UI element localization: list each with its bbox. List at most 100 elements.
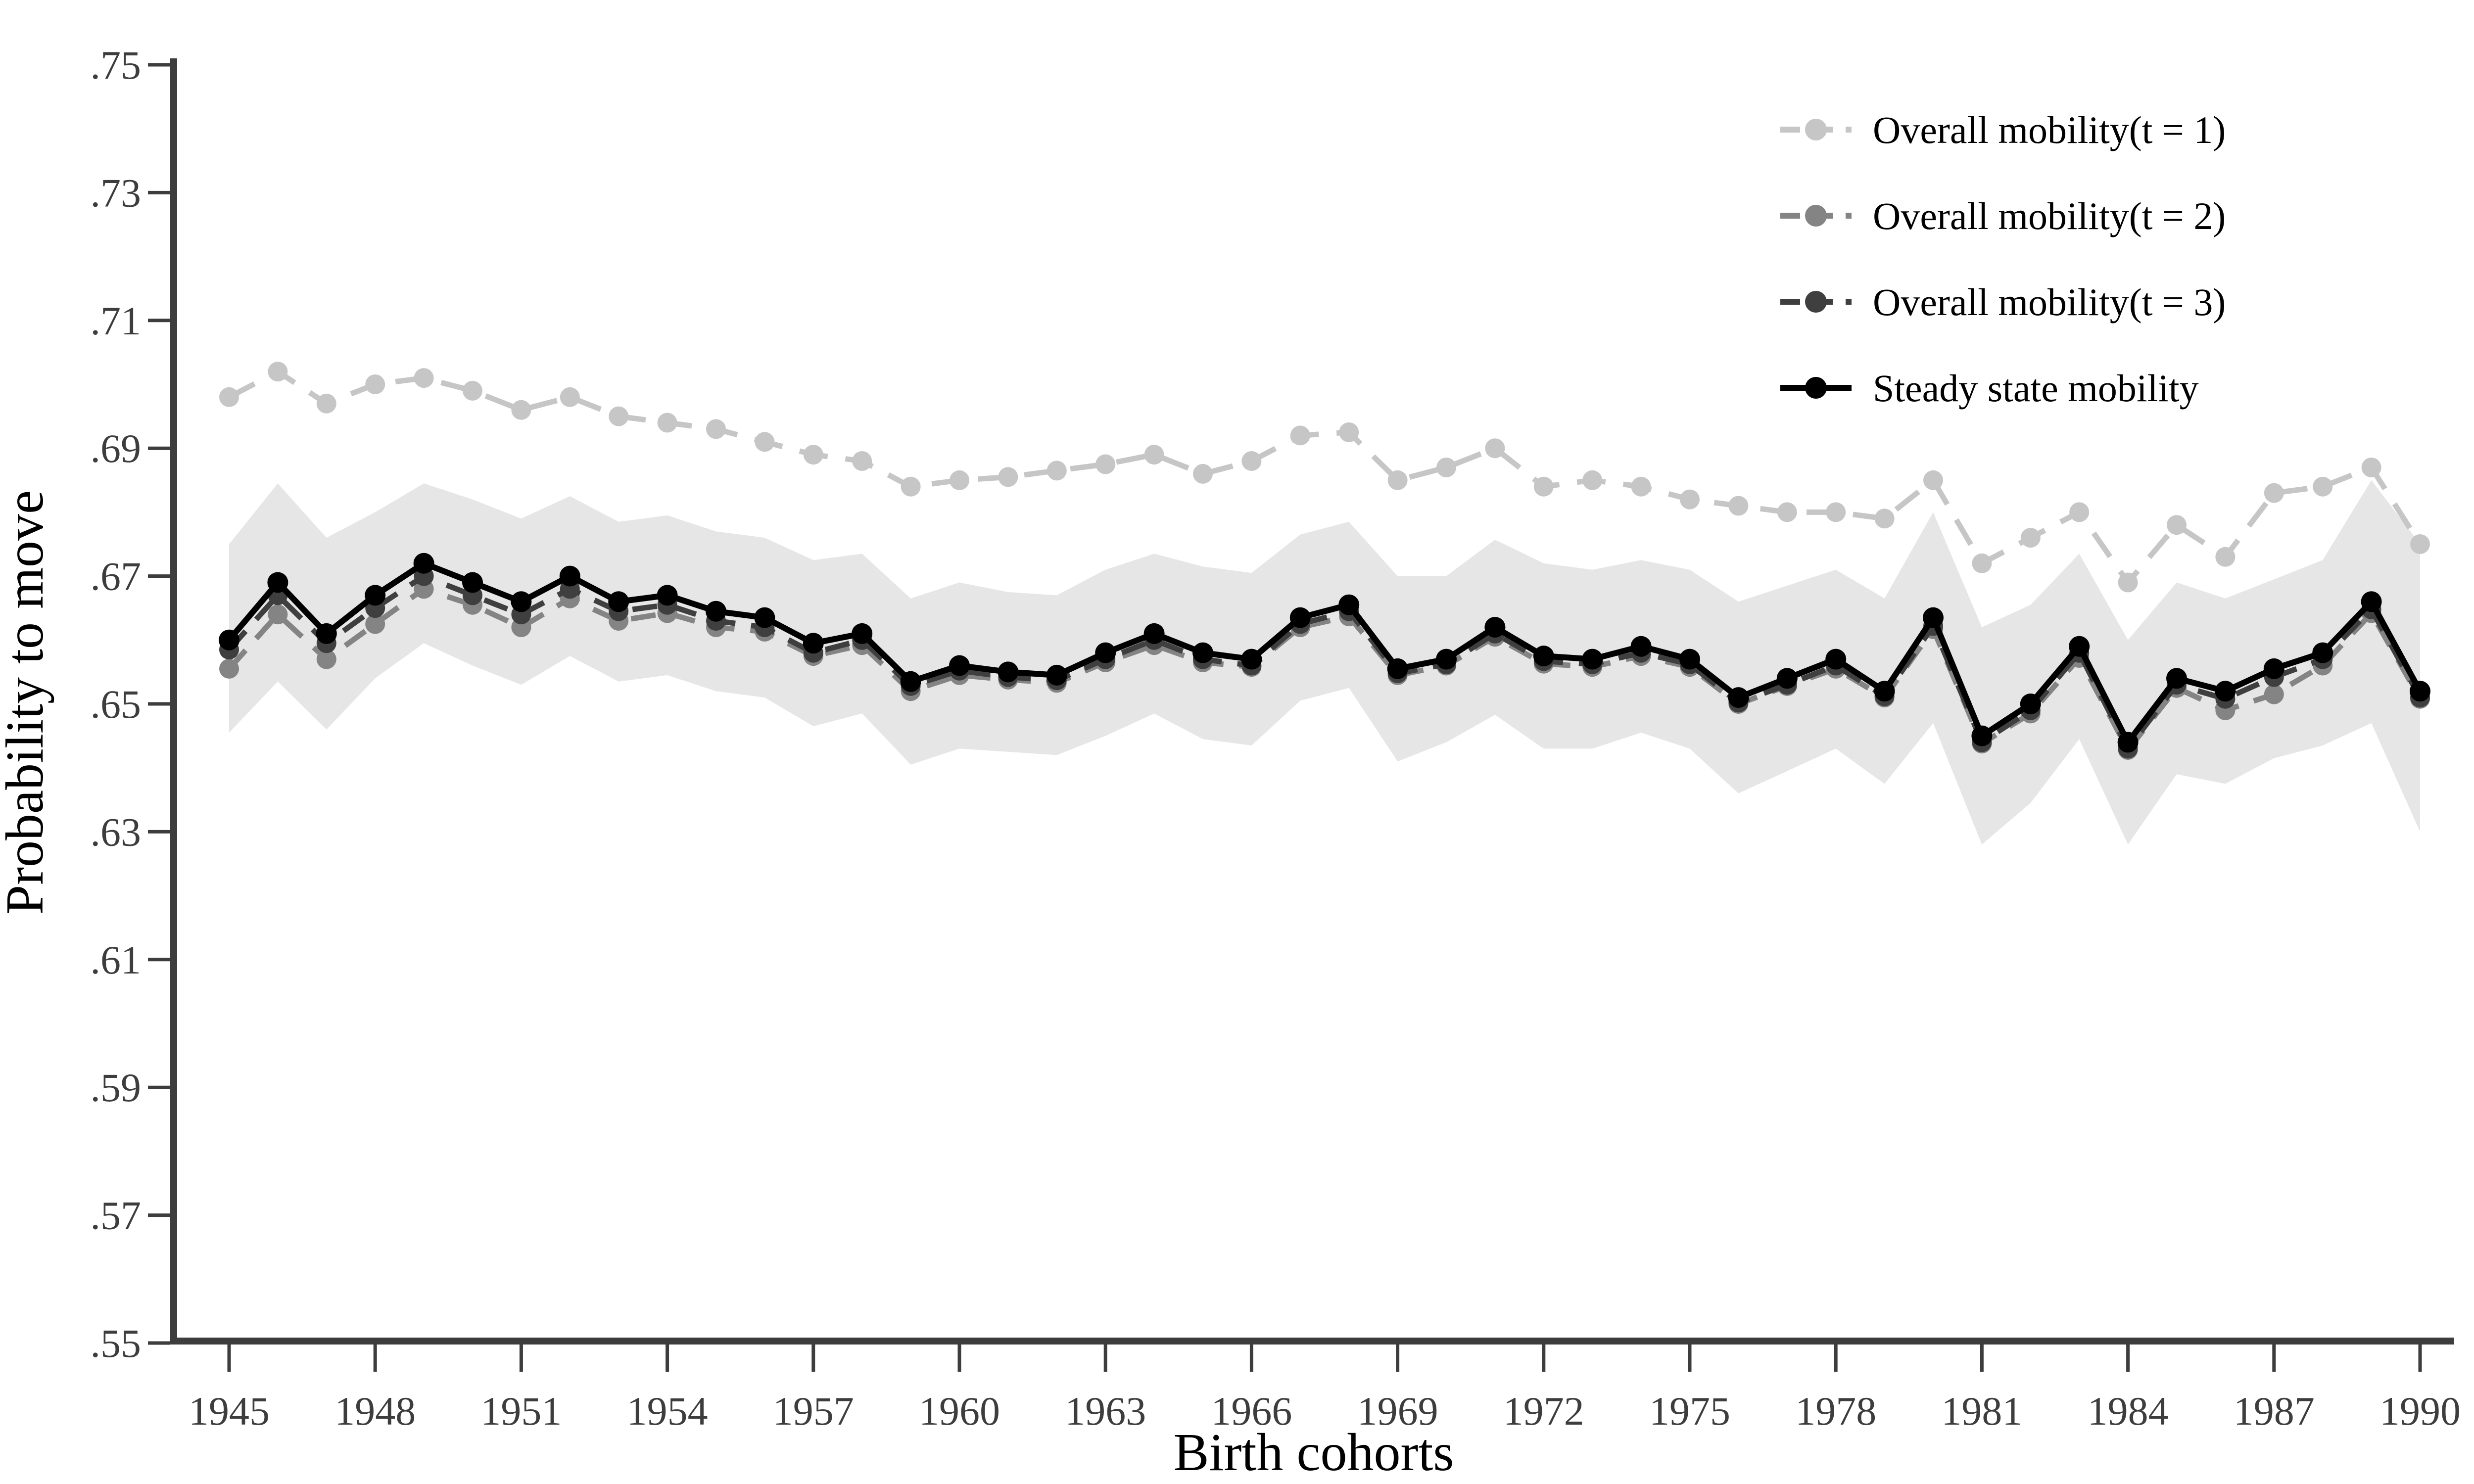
data-point <box>1290 425 1310 446</box>
x-tick-label: 1987 <box>2234 1389 2315 1434</box>
data-point <box>852 451 872 471</box>
data-point <box>365 374 385 394</box>
data-point <box>2118 572 2138 593</box>
y-tick-label: .71 <box>91 298 142 343</box>
y-tick-label: .61 <box>91 937 142 982</box>
data-point <box>1728 496 1749 516</box>
legend-marker-icon <box>1805 119 1827 140</box>
data-point <box>1192 642 1213 663</box>
data-point <box>657 585 678 606</box>
data-point <box>1874 681 1895 702</box>
x-tick-label: 1975 <box>1649 1389 1730 1434</box>
data-point <box>1679 649 1700 670</box>
data-point <box>1680 489 1700 510</box>
data-point <box>2020 694 2041 714</box>
confidence-band <box>229 480 2420 845</box>
data-point <box>1533 476 1554 497</box>
data-point <box>2167 515 2187 535</box>
data-point <box>219 658 239 679</box>
data-point <box>706 419 726 439</box>
y-tick-label: .63 <box>91 809 142 854</box>
data-point <box>1777 502 1797 522</box>
x-axis-title: Birth cohorts <box>1174 1423 1454 1482</box>
data-point <box>1289 607 1311 628</box>
data-point <box>1776 668 1798 689</box>
series-line <box>227 560 2423 748</box>
data-point <box>1533 646 1554 667</box>
y-axis-title: Probability to move <box>0 490 54 915</box>
data-point <box>852 623 873 644</box>
data-point <box>1436 649 1457 670</box>
data-point <box>1241 649 1262 670</box>
x-tick-label: 1969 <box>1357 1389 1438 1434</box>
data-point <box>1923 470 1943 490</box>
data-point <box>803 445 823 465</box>
data-point <box>754 607 775 628</box>
data-point <box>1826 502 1846 522</box>
x-tick-label: 1957 <box>773 1389 854 1434</box>
data-point <box>2215 547 2236 567</box>
data-point <box>463 380 482 401</box>
data-point <box>1971 725 1993 746</box>
data-point <box>1630 636 1652 657</box>
legend-marker-icon <box>1805 291 1827 313</box>
series-steady-state <box>219 553 2430 753</box>
data-point <box>755 432 775 452</box>
data-point <box>706 601 726 622</box>
legend-label: Overall mobility(t = 2) <box>1873 194 2226 237</box>
x-tick-label: 1978 <box>1795 1389 1876 1434</box>
data-point <box>1874 509 1895 529</box>
data-point <box>560 387 580 407</box>
y-tick-label: .59 <box>91 1065 142 1110</box>
data-point <box>316 393 336 414</box>
series-line <box>227 586 2423 755</box>
x-tick-label: 1951 <box>480 1389 562 1434</box>
data-point <box>2410 681 2430 702</box>
confidence-band-area <box>229 480 2420 845</box>
data-point <box>2166 668 2187 689</box>
y-tick-label: .55 <box>91 1321 142 1366</box>
data-point <box>1193 464 1213 484</box>
x-tick-label: 1948 <box>334 1389 416 1434</box>
data-point <box>1728 687 1749 708</box>
legend-label: Steady state mobility <box>1873 367 2199 410</box>
data-point <box>511 400 531 420</box>
x-tick-label: 1966 <box>1211 1389 1292 1434</box>
data-point <box>1972 553 1992 573</box>
legend-item-overall-t1: Overall mobility(t = 1) <box>1780 108 2226 151</box>
data-point <box>1338 594 1360 615</box>
data-point <box>950 470 969 490</box>
data-point <box>219 629 239 650</box>
data-point <box>901 476 921 497</box>
data-point <box>1095 454 1116 474</box>
data-point <box>1485 438 1505 459</box>
data-point <box>2263 658 2284 679</box>
data-point <box>1047 461 1067 481</box>
data-point <box>316 649 336 669</box>
data-point <box>267 572 288 593</box>
data-point <box>2069 502 2090 522</box>
data-point <box>1387 470 1408 490</box>
data-point <box>2410 534 2430 554</box>
y-tick-label: .67 <box>91 554 142 599</box>
x-axis: 1945 1948 1951 1954 1957 1960 1963 1966 1969 1972… <box>170 1338 2461 1434</box>
data-point <box>657 413 677 433</box>
y-tick-label: .57 <box>91 1193 142 1238</box>
y-tick-label: .65 <box>91 682 142 727</box>
data-point <box>2215 681 2236 702</box>
data-point <box>462 572 483 593</box>
data-point <box>1095 642 1116 663</box>
data-point <box>949 655 970 676</box>
y-tick-label: .73 <box>91 170 142 215</box>
series-line <box>228 368 2423 587</box>
series-overall-t1 <box>219 362 2430 593</box>
data-point <box>998 661 1019 683</box>
x-tick-label: 1990 <box>2379 1389 2461 1434</box>
data-point <box>608 591 629 612</box>
x-tick-label: 1954 <box>627 1389 708 1434</box>
data-point <box>1582 649 1603 670</box>
x-tick-label: 1972 <box>1503 1389 1584 1434</box>
data-point <box>2069 636 2090 657</box>
